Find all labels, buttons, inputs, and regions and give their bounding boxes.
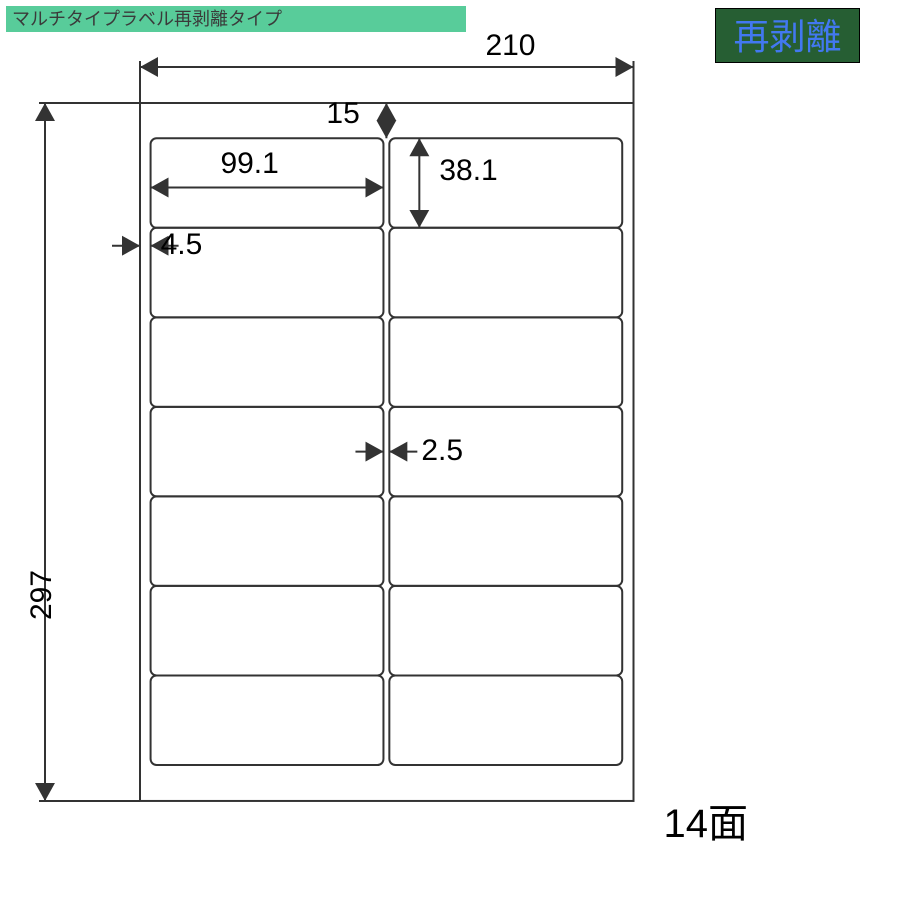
header-bar: マルチタイプラベル再剥離タイプ [6, 6, 466, 32]
dim-width-total: 210 [485, 29, 535, 63]
dim-left-margin: 4.5 [161, 228, 203, 262]
label-count: 14面 [664, 791, 749, 849]
dim-height-total: 297 [25, 570, 59, 620]
header-title: マルチタイプラベル再剥離タイプ [12, 9, 282, 29]
dim-label-height: 38.1 [439, 154, 497, 188]
dim-top-margin: 15 [326, 97, 359, 131]
dim-col-gap: 2.5 [421, 434, 463, 468]
dim-label-width: 99.1 [220, 147, 278, 181]
diagram-canvas: 210 297 15 4.5 99.1 38.1 2.5 14面 [0, 48, 900, 878]
